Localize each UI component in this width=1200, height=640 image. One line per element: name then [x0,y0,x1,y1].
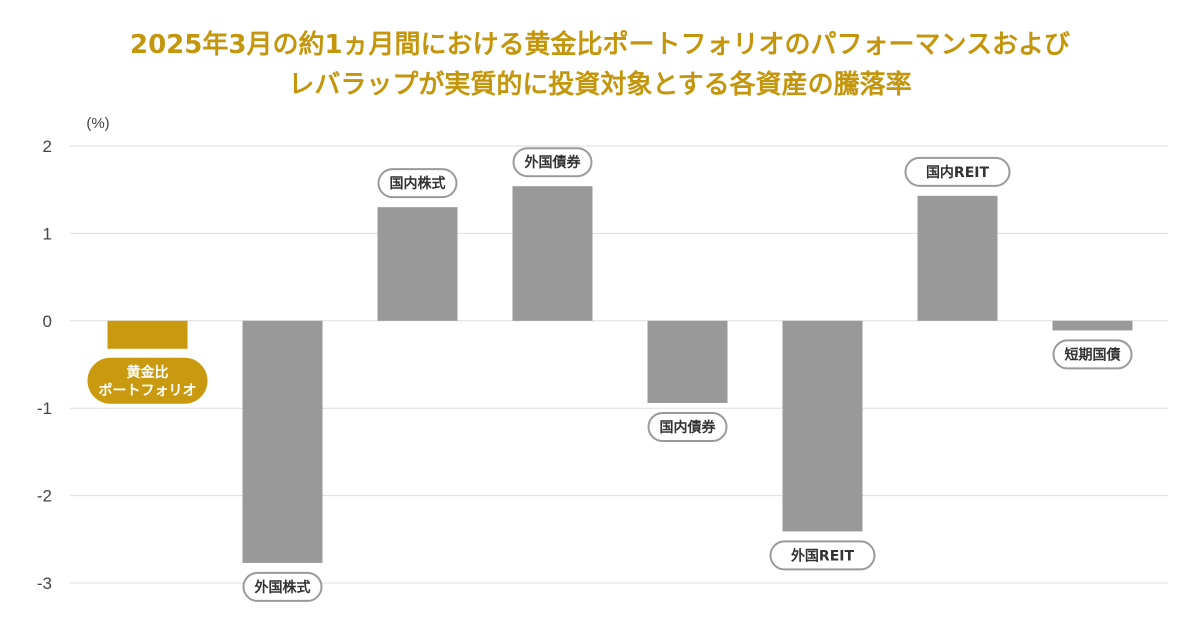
y-tick-label: -1 [37,399,52,418]
y-tick-label: -3 [37,574,52,593]
y-tick-label: 0 [43,312,52,331]
category-label: 外国債券 [525,154,582,171]
chart-title-line-2: レバラップが実質的に投資対象とする各資産の騰落率 [288,70,912,100]
bar [782,320,863,532]
bar [1052,320,1133,331]
category-label: 国内債券 [660,419,717,436]
y-tick-label: -2 [37,487,52,506]
category-label: 短期国債 [1065,346,1121,363]
y-tick-label: 2 [43,137,52,156]
category-label: 黄金比 [127,364,169,381]
y-tick-label: 1 [43,224,52,243]
bar [107,320,188,349]
category-label: 外国株式 [255,579,311,596]
category-label-pill [647,411,728,442]
y-unit-label: (%) [86,115,109,132]
category-label-pill [904,156,1011,187]
category-label-pill [242,571,323,602]
bar [377,207,458,321]
bar [917,195,998,321]
category-label-pill [87,357,208,404]
category-label-pill [769,540,876,571]
category-label-pill [1052,339,1133,370]
bar [512,186,593,321]
category-label: 国内株式 [390,175,446,192]
chart-title-line-1: 2025年3月の約1ヵ月間における黄金比ポートフォリオのパフォーマンスおよび [129,30,1071,60]
category-label: ポートフォリオ [99,382,197,399]
category-label: 国内REIT [926,164,990,181]
category-label: 外国REIT [791,547,855,564]
category-label-pill [512,147,593,178]
bar [242,320,323,563]
bar [647,320,728,403]
category-label-pill [377,168,458,199]
